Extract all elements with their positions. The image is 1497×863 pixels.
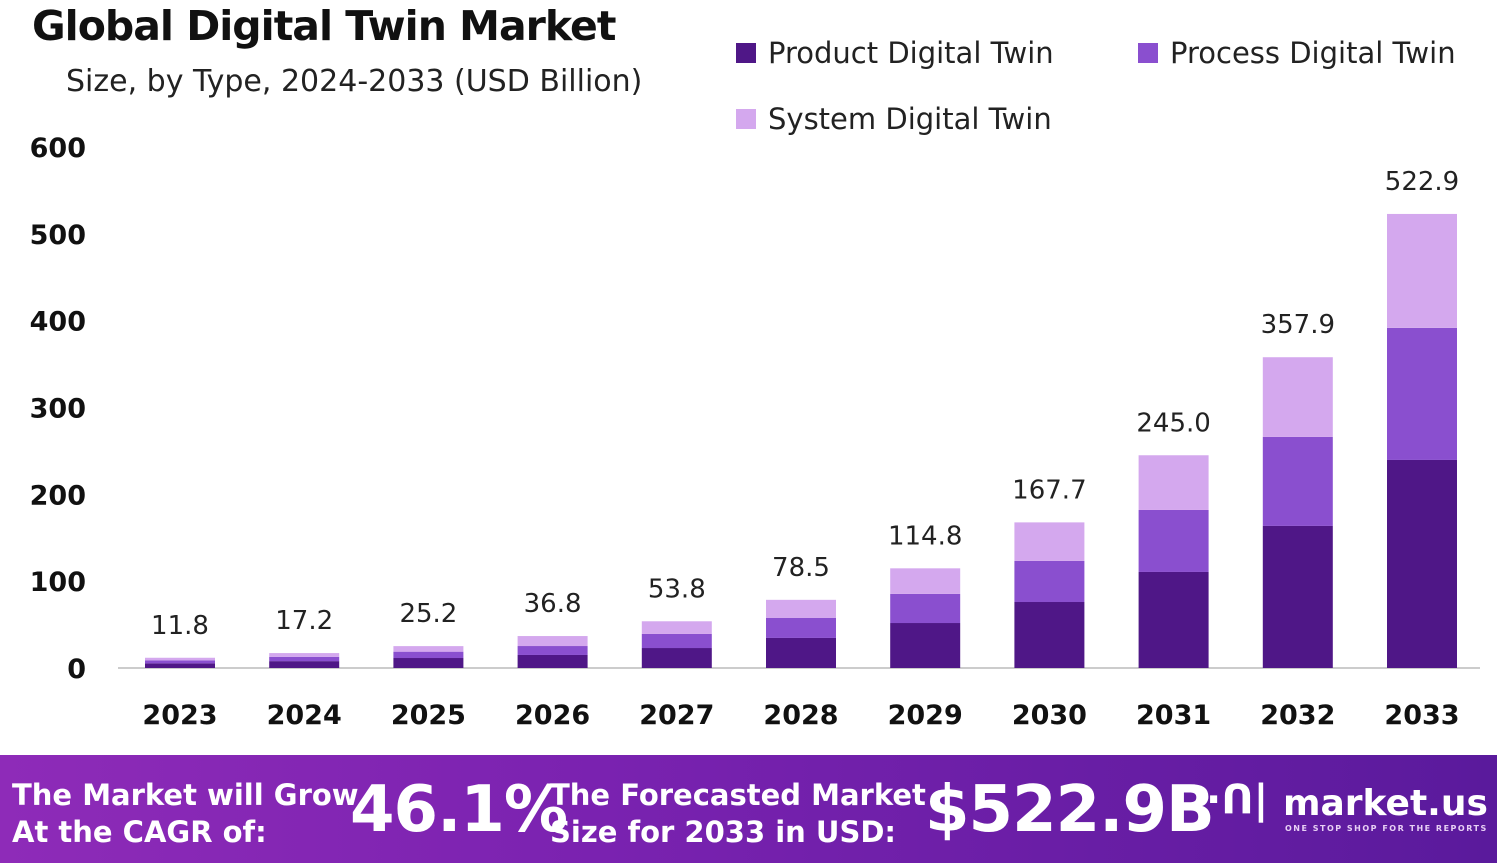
market-us-logo-icon: ·ᑎ| — [1206, 777, 1269, 823]
total-data-label: 53.8 — [648, 574, 706, 604]
total-data-label: 78.5 — [772, 553, 830, 583]
bar-segment-process-digital-twin — [1014, 560, 1085, 603]
bar-segment-product-digital-twin — [1014, 602, 1085, 668]
logo-tagline: ONE STOP SHOP FOR THE REPORTS — [1285, 824, 1488, 833]
forecast-value: $522.9B — [925, 773, 1215, 847]
summary-banner: The Market will Grow At the CAGR of: 46.… — [0, 755, 1497, 863]
y-tick-label: 0 — [67, 654, 86, 685]
x-tick-label: 2027 — [639, 700, 714, 731]
bar-segment-product-digital-twin — [1387, 459, 1457, 668]
x-tick-label: 2032 — [1260, 700, 1335, 731]
chart-title: Global Digital Twin Market — [32, 2, 616, 50]
bar-segment-product-digital-twin — [1138, 571, 1209, 668]
bar-segment-product-digital-twin — [145, 663, 215, 668]
bar-segment-product-digital-twin — [890, 623, 961, 668]
total-data-label: 25.2 — [399, 599, 457, 629]
cagr-text-1: The Market will Grow — [12, 778, 359, 812]
x-tick-label: 2023 — [142, 700, 217, 731]
legend-product: Product Digital Twin — [736, 36, 1054, 70]
y-tick-label: 600 — [30, 133, 86, 164]
total-data-label: 17.2 — [275, 606, 333, 636]
bar-segment-process-digital-twin — [890, 593, 961, 624]
bar-segment-system-digital-twin — [1138, 455, 1209, 510]
bar-segment-system-digital-twin — [145, 657, 215, 661]
x-tick-label: 2025 — [391, 700, 466, 731]
bar-segment-product-digital-twin — [766, 637, 836, 668]
bar-segment-system-digital-twin — [393, 646, 464, 652]
bar-segment-system-digital-twin — [641, 621, 712, 634]
bar-segment-process-digital-twin — [517, 646, 588, 655]
y-tick-label: 300 — [30, 394, 86, 425]
bar-segment-system-digital-twin — [1014, 522, 1085, 561]
legend-label: Product Digital Twin — [768, 36, 1054, 70]
bar-segment-system-digital-twin — [766, 599, 836, 618]
bar-segment-product-digital-twin — [269, 661, 340, 668]
bar-segment-process-digital-twin — [393, 651, 464, 659]
total-data-label: 357.9 — [1261, 310, 1335, 340]
bar-segment-system-digital-twin — [1387, 213, 1457, 328]
bar-segment-process-digital-twin — [766, 617, 836, 638]
legend-swatch — [736, 109, 756, 129]
bar-segment-system-digital-twin — [890, 568, 961, 594]
bar-segment-process-digital-twin — [1138, 509, 1209, 572]
cagr-text-2: At the CAGR of: — [12, 815, 267, 849]
y-tick-label: 500 — [30, 220, 86, 251]
bar-segment-product-digital-twin — [641, 648, 712, 668]
x-tick-label: 2031 — [1136, 700, 1211, 731]
bar-chart: 0 100 200 300 400 500 600 11.8 2023 17.2 2024 25.2 2… — [30, 133, 1480, 731]
total-data-label: 36.8 — [524, 589, 582, 619]
y-tick-label: 100 — [30, 567, 86, 598]
legend-label: Process Digital Twin — [1170, 36, 1456, 70]
bar-segment-product-digital-twin — [1262, 525, 1333, 668]
x-tick-label: 2024 — [267, 700, 342, 731]
y-tick-label: 200 — [30, 480, 86, 511]
bar-segment-system-digital-twin — [517, 636, 588, 647]
x-tick-label: 2030 — [1012, 700, 1087, 731]
cagr-value: 46.1% — [350, 773, 568, 847]
bar-segment-process-digital-twin — [641, 633, 712, 649]
x-tick-label: 2026 — [515, 700, 590, 731]
bar-segment-system-digital-twin — [269, 653, 340, 657]
forecast-text-1: The Forecasted Market — [550, 778, 926, 812]
bar-segment-process-digital-twin — [269, 656, 340, 662]
bar-segment-process-digital-twin — [1387, 327, 1457, 460]
legend-swatch — [1138, 43, 1158, 63]
bar-segment-product-digital-twin — [517, 654, 588, 668]
x-tick-label: 2028 — [763, 700, 838, 731]
bar-segment-product-digital-twin — [393, 658, 464, 668]
total-data-label: 245.0 — [1136, 408, 1210, 438]
total-data-label: 167.7 — [1012, 475, 1086, 505]
legend-label: System Digital Twin — [768, 102, 1052, 136]
logo-text: market.us — [1283, 783, 1488, 824]
legend-system: System Digital Twin — [736, 102, 1052, 136]
forecast-text-2: Size for 2033 in USD: — [550, 815, 897, 849]
x-tick-label: 2033 — [1384, 700, 1459, 731]
total-data-label: 11.8 — [151, 611, 209, 641]
chart-subtitle: Size, by Type, 2024-2033 (USD Billion) — [66, 64, 643, 99]
y-tick-label: 400 — [30, 307, 86, 338]
legend-swatch — [736, 43, 756, 63]
total-data-label: 522.9 — [1385, 167, 1459, 197]
bar-segment-process-digital-twin — [1262, 436, 1333, 526]
bar-segment-system-digital-twin — [1262, 357, 1333, 437]
total-data-label: 114.8 — [888, 521, 962, 551]
bar-segment-process-digital-twin — [145, 660, 215, 664]
x-tick-label: 2029 — [888, 700, 963, 731]
legend-process: Process Digital Twin — [1138, 36, 1456, 70]
